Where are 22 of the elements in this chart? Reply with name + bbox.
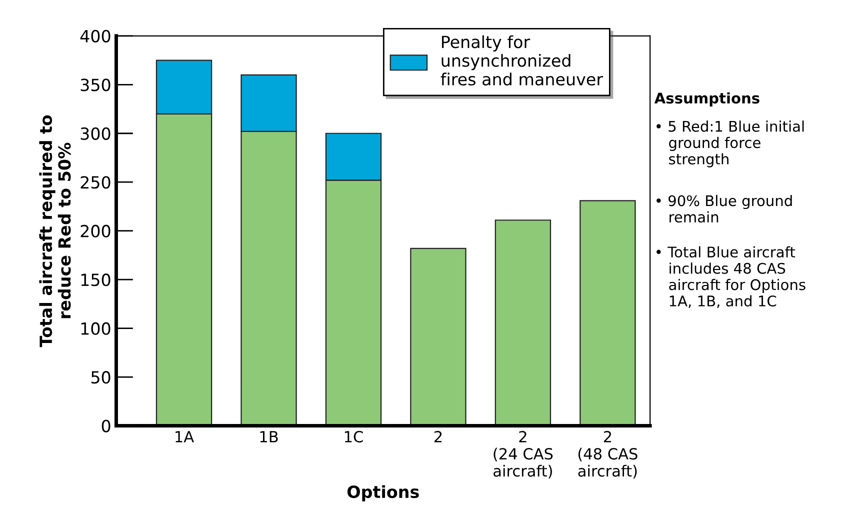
- x-tick-label: 2 (24 CAS aircraft): [494, 430, 553, 478]
- y-tick-label: 200: [80, 224, 110, 238]
- y-tick-label: 150: [81, 274, 110, 286]
- y-tick-label: 300: [80, 127, 110, 140]
- text: • 5 Red:1 Blue initial ground force strength: [656, 120, 804, 168]
- y-tick-label: 0: [102, 420, 110, 432]
- y-tick-label: 250: [80, 176, 110, 189]
- x-tick-label: 1A: [176, 431, 194, 442]
- x-axis-title: Options: [347, 485, 419, 502]
- y-tick-label: 350: [80, 78, 110, 92]
- x-tick-label: 2: [434, 430, 442, 442]
- legend-label: Penalty for unsynchronized fires and maneuver: [440, 35, 604, 86]
- y-tick-label: 400: [80, 30, 110, 42]
- text: • Total Blue aircraft includes 48 CAS aircraft for Options 1A, 1B, and 1C: [656, 246, 806, 308]
- x-tick-label: 1C: [344, 430, 363, 442]
- text: • 90% Blue ground remain: [656, 194, 792, 223]
- x-tick-label: 2 (48 CAS aircraft): [578, 430, 638, 478]
- y-tick-label: 100: [81, 322, 110, 335]
- text: Assumptions: [654, 92, 760, 106]
- y-axis-title: Total aircraft required to reduce Red to 50%: [39, 115, 71, 348]
- x-tick-label: 1B: [260, 431, 278, 442]
- y-tick-label: 50: [91, 371, 110, 384]
